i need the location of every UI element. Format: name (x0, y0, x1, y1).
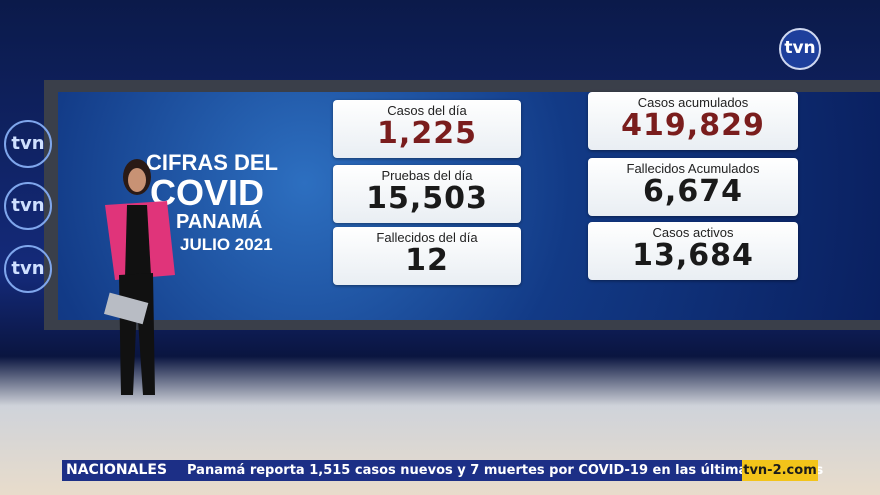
stat-card: Pruebas del día 15,503 (333, 165, 521, 223)
screen-title: CIFRAS DEL (146, 150, 278, 175)
side-logo: tvn (4, 120, 52, 168)
stat-card: Fallecidos Acumulados 6,674 (588, 158, 798, 216)
ticker-bar (62, 460, 818, 481)
channel-logo: tvn (779, 28, 821, 70)
stat-value: 419,829 (621, 108, 765, 143)
ticker-site: tvn-2.com (742, 460, 818, 481)
screen-title: PANAMÁ (176, 211, 263, 233)
stat-value: 12 (405, 243, 449, 278)
screen-title: COVID (150, 172, 265, 213)
stat-label: Casos acumulados (637, 95, 749, 110)
stat-label: Fallecidos del día (376, 230, 478, 245)
stat-card: Casos acumulados 419,829 (588, 92, 798, 150)
side-logo: tvn (4, 182, 52, 230)
stat-value: 6,674 (643, 174, 743, 209)
ticker-headline: Panamá reporta 1,515 casos nuevos y 7 mu… (187, 463, 824, 478)
stat-value: 1,225 (377, 116, 477, 151)
stat-label: Casos del día (387, 103, 467, 118)
stat-label: Fallecidos Acumulados (626, 161, 760, 176)
stat-card: Fallecidos del día 12 (333, 227, 521, 285)
stat-card: Casos del día 1,225 (333, 100, 521, 158)
side-logo: tvn (4, 245, 52, 293)
stat-label: Casos activos (652, 225, 734, 240)
screen-title: JULIO 2021 (180, 235, 273, 254)
stat-value: 15,503 (366, 181, 488, 216)
stat-value: 13,684 (632, 238, 754, 273)
stat-label: Pruebas del día (381, 168, 473, 183)
stat-card: Casos activos 13,684 (588, 222, 798, 280)
ticker-section: NACIONALES (66, 462, 168, 478)
presenter (103, 159, 175, 395)
